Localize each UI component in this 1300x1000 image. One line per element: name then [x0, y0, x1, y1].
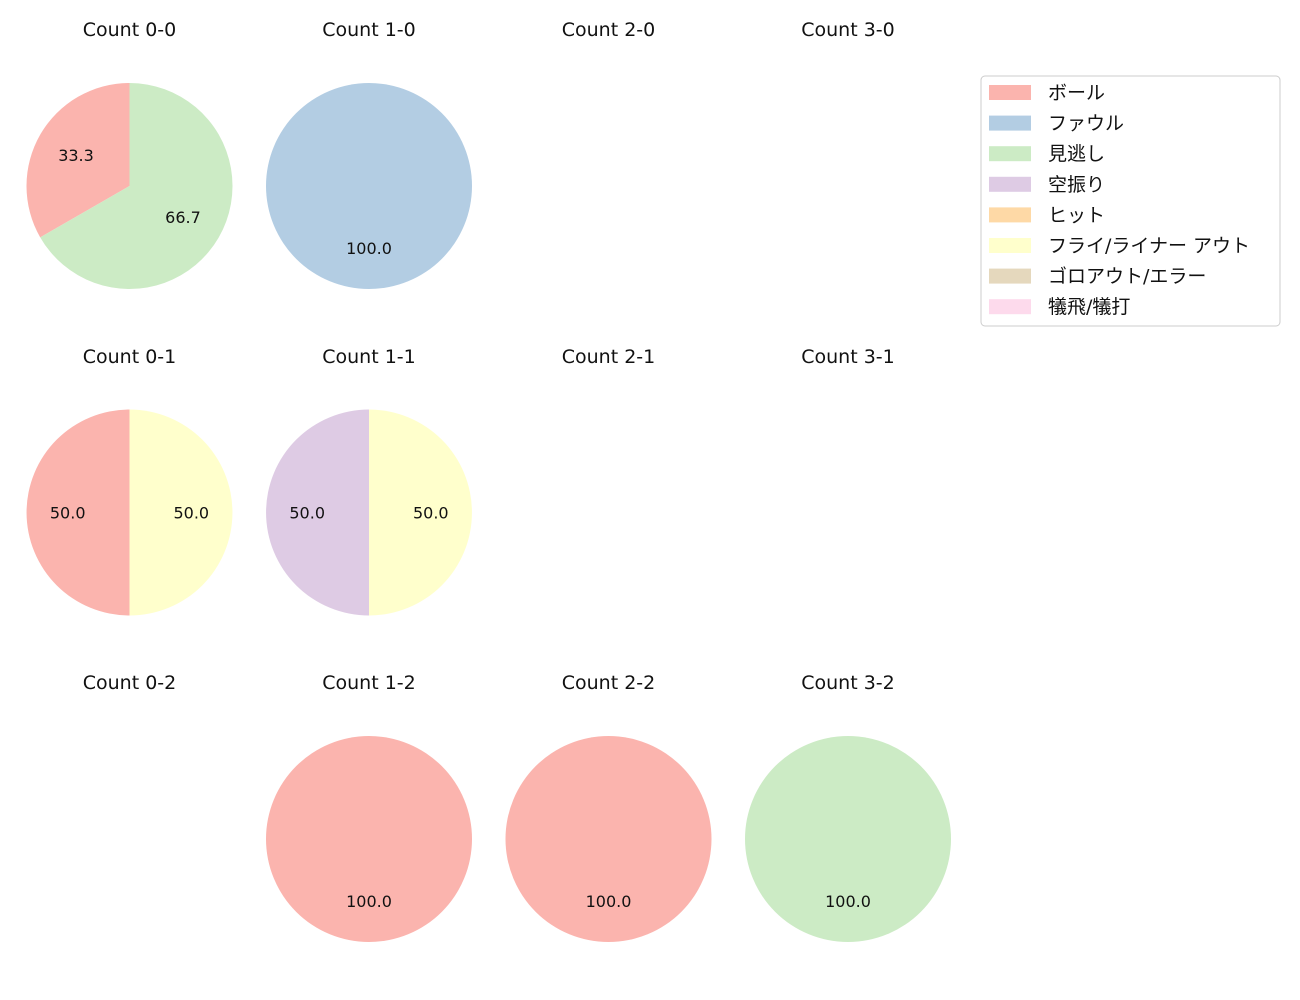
pie-panel: Count 1-2 100.0	[266, 672, 472, 942]
panel-title: Count 1-2	[322, 672, 416, 694]
pie-panels: Count 0-0 33.3 66.7 Count 1-0 100.0 Count 2-0…	[26, 19, 951, 942]
legend-entry: ファウル	[989, 113, 1124, 135]
pie-panel: Count 0-1 50.0 50.0	[26, 346, 233, 616]
legend-swatch	[989, 299, 1031, 315]
pie-panel: Count 3-1	[801, 346, 895, 368]
legend-frame	[980, 75, 1281, 327]
legend-swatch	[989, 207, 1031, 223]
slice-label: 33.3	[58, 146, 94, 165]
legend-label: 空振り	[1048, 174, 1105, 196]
panel-title: Count 1-0	[322, 19, 416, 41]
pie-slice	[40, 83, 233, 289]
pie-slice	[266, 736, 472, 942]
panel-title: Count 1-1	[322, 346, 416, 368]
slice-label: 50.0	[173, 504, 209, 523]
legend-entry: 空振り	[989, 174, 1105, 196]
pie-panel: Count 2-2 100.0	[505, 672, 712, 942]
pie-panel: Count 0-0 33.3 66.7	[26, 19, 233, 289]
pie-panel: Count 1-0 100.0	[266, 19, 472, 289]
legend-swatch	[989, 176, 1031, 192]
legend-entry: ヒット	[989, 204, 1105, 226]
pie-panel: Count 3-2 100.0	[745, 672, 951, 942]
legend-swatch	[989, 115, 1031, 131]
panel-title: Count 3-2	[801, 672, 895, 694]
panel-title: Count 3-0	[801, 19, 895, 41]
slice-label: 66.7	[165, 208, 201, 227]
slice-label: 100.0	[346, 239, 392, 258]
legend-label: 見逃し	[1048, 143, 1105, 165]
panel-title: Count 0-0	[83, 19, 177, 41]
legend-swatch	[989, 146, 1031, 162]
panel-title: Count 2-0	[562, 19, 656, 41]
pie-slice	[266, 83, 472, 289]
pie-slice	[369, 409, 472, 616]
pie-panel: Count 3-0	[801, 19, 895, 41]
slice-label: 50.0	[413, 504, 449, 523]
legend-entry: ボール	[989, 82, 1105, 104]
pie-slice	[266, 409, 369, 616]
pie-panel: Count 0-2	[83, 672, 177, 694]
pie-slice	[745, 736, 951, 942]
pie-panel: Count 2-0	[562, 19, 656, 41]
slice-label: 50.0	[289, 504, 325, 523]
panel-title: Count 2-1	[562, 346, 656, 368]
pie-panel: Count 1-1 50.0 50.0	[266, 346, 472, 616]
legend-swatch	[989, 268, 1031, 284]
legend-entry: 犠飛/犠打	[989, 296, 1130, 318]
slice-label: 100.0	[346, 892, 392, 911]
legend-label: 犠飛/犠打	[1048, 296, 1130, 318]
legend-label: ゴロアウト/エラー	[1048, 266, 1206, 288]
panel-title: Count 3-1	[801, 346, 895, 368]
legend-entry: 見逃し	[989, 143, 1105, 165]
legend-swatch	[989, 238, 1031, 253]
legend-label: ボール	[1048, 82, 1105, 104]
pie-slice	[505, 736, 712, 942]
panel-title: Count 0-1	[83, 346, 177, 368]
slice-label: 100.0	[586, 892, 632, 911]
legend-label: ヒット	[1048, 204, 1105, 226]
slice-label: 50.0	[50, 504, 86, 523]
slice-label: 100.0	[825, 892, 871, 911]
pie-slice	[26, 83, 130, 238]
legend-swatch	[989, 85, 1031, 100]
pie-slice	[129, 409, 233, 616]
legend-entry: ゴロアウト/エラー	[989, 266, 1206, 288]
panel-title: Count 2-2	[562, 672, 656, 694]
legend-entry: フライ/ライナー アウト	[989, 235, 1250, 257]
legend-label: フライ/ライナー アウト	[1048, 235, 1250, 257]
pie-slice	[26, 409, 130, 616]
legend-label: ファウル	[1048, 113, 1124, 135]
panel-title: Count 0-2	[83, 672, 177, 694]
pie-panel: Count 2-1	[562, 346, 656, 368]
